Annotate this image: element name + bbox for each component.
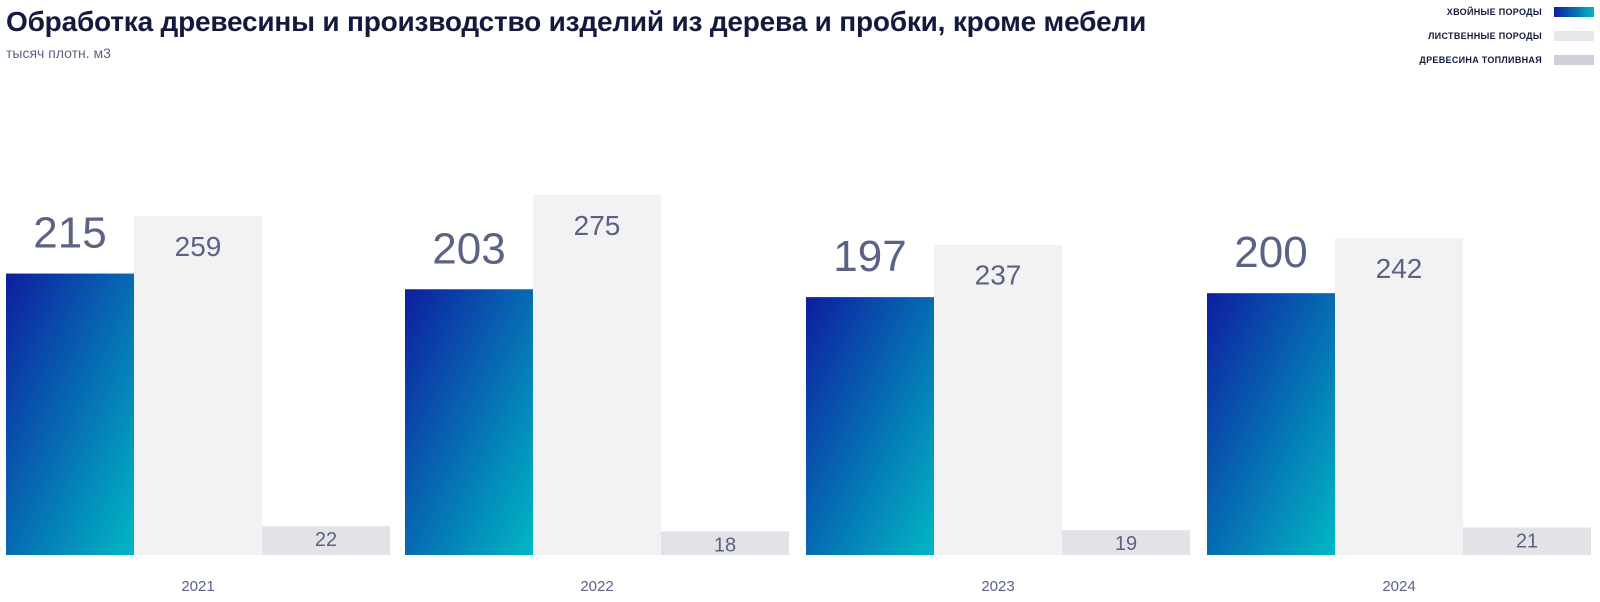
legend-label-coniferous: ХВОЙНЫЕ ПОРОДЫ [1446,7,1542,17]
bar-fuelwood-2022 [661,531,789,555]
x-tick-label-2024: 2024 [1382,578,1415,595]
value-label-coniferous-2024: 200 [1234,228,1307,277]
x-tick-label-2022: 2022 [580,578,613,595]
value-label-deciduous-2021: 259 [175,231,222,262]
chart-title: Обработка древесины и производство издел… [6,6,1147,37]
value-label-deciduous-2024: 242 [1376,253,1423,284]
legend-swatch-deciduous [1554,31,1594,41]
value-label-fuelwood-2024: 21 [1516,531,1538,553]
legend-label-fuelwood: ДРЕВЕСИНА ТОПЛИВНАЯ [1419,55,1542,65]
bar-coniferous-2024 [1207,293,1335,555]
bar-fuelwood-2023 [1062,530,1190,555]
legend-swatch-coniferous [1554,7,1594,17]
bar-deciduous-2022 [533,195,661,555]
bar-fuelwood-2021 [262,526,390,555]
legend-item-coniferous: ХВОЙНЫЕ ПОРОДЫ [1419,6,1594,18]
value-label-fuelwood-2023: 19 [1115,533,1137,555]
value-label-deciduous-2023: 237 [975,260,1022,291]
bar-deciduous-2024 [1335,238,1463,555]
legend-item-deciduous: ЛИСТВЕННЫЕ ПОРОДЫ [1419,30,1594,42]
bar-deciduous-2021 [134,215,262,556]
value-label-deciduous-2022: 275 [574,210,621,241]
x-tick-label-2023: 2023 [981,578,1014,595]
chart-subtitle: тысяч плотн. м3 [6,45,111,61]
value-label-fuelwood-2021: 22 [315,529,337,551]
bar-fuelwood-2024 [1463,527,1591,555]
value-label-fuelwood-2022: 18 [714,534,736,556]
legend: ХВОЙНЫЕ ПОРОДЫ ЛИСТВЕННЫЕ ПОРОДЫ ДРЕВЕСИ… [1419,6,1594,78]
value-label-coniferous-2023: 197 [833,232,906,281]
legend-label-deciduous: ЛИСТВЕННЫЕ ПОРОДЫ [1428,31,1542,41]
bar-coniferous-2023 [806,297,934,555]
bar-coniferous-2021 [6,273,134,555]
legend-swatch-fuelwood [1554,55,1594,65]
x-tick-label-2021: 2021 [181,578,214,595]
legend-item-fuelwood: ДРЕВЕСИНА ТОПЛИВНАЯ [1419,54,1594,66]
bar-coniferous-2022 [405,289,533,555]
bar-deciduous-2023 [934,244,1062,555]
value-label-coniferous-2021: 215 [33,209,106,258]
value-label-coniferous-2022: 203 [432,224,505,273]
